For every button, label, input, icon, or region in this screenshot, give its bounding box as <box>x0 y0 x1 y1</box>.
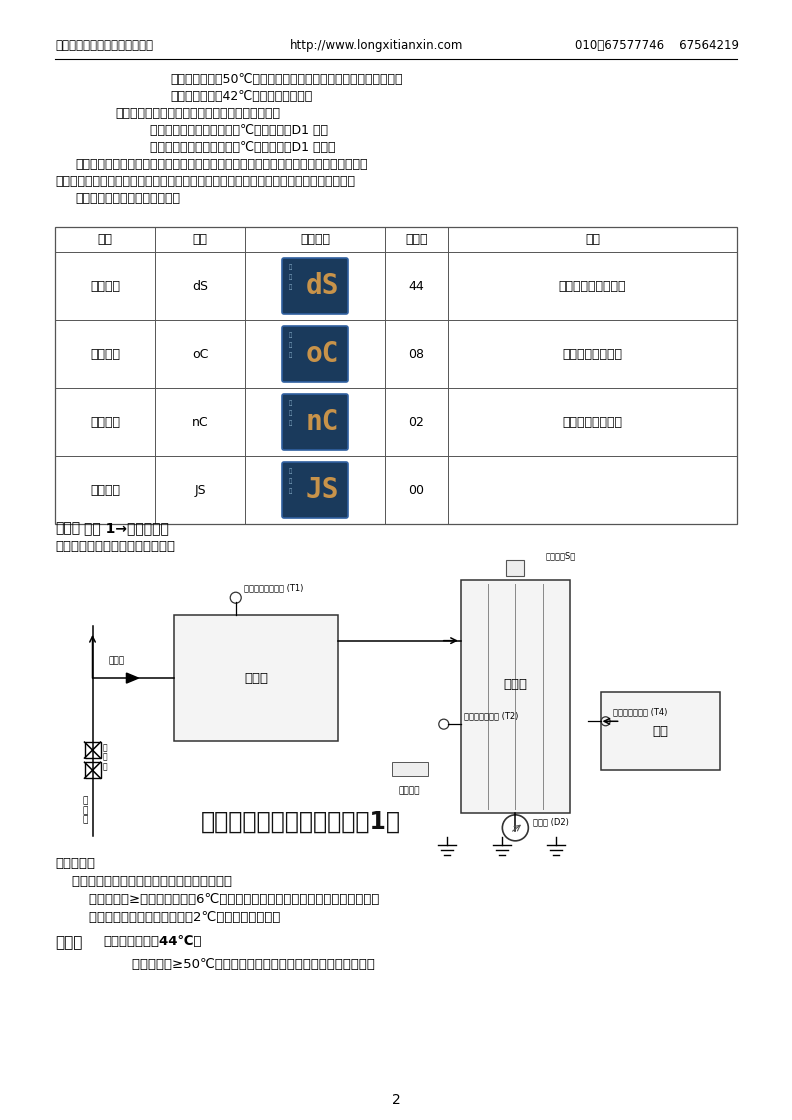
Text: 水箱水温传感器 (T2): 水箱水温传感器 (T2) <box>464 711 518 720</box>
Bar <box>174 615 338 741</box>
Text: nC: nC <box>306 408 339 436</box>
FancyBboxPatch shape <box>282 463 348 519</box>
Text: 热: 热 <box>289 410 292 416</box>
Text: JS: JS <box>306 476 339 504</box>
Text: 集热器: 集热器 <box>244 672 268 684</box>
Text: 热: 热 <box>289 274 292 280</box>
Text: 本模式适合于通过集热器上水的顶水式系统，一般用于管内有水的真空管，优点是集热效: 本模式适合于通过集热器上水的顶水式系统，一般用于管内有水的真空管，优点是集热效 <box>75 158 367 171</box>
Text: oC: oC <box>192 347 208 361</box>
Text: 集热工程应用示意图（模式1）: 集热工程应用示意图（模式1） <box>200 810 401 834</box>
Text: 模式 1→定温放水：: 模式 1→定温放水： <box>84 521 169 535</box>
Text: 集热器温度比热水箱温度高℃时，循环泵D1 打开: 集热器温度比热水箱温度高℃时，循环泵D1 打开 <box>150 124 328 137</box>
Text: 此模式下的集热系统原理图如下：: 此模式下的集热系统原理图如下： <box>55 540 175 553</box>
Text: 代码: 代码 <box>192 233 208 246</box>
Text: 工作过程：: 工作过程： <box>55 857 95 870</box>
Text: 【设定水温】＝44℃，: 【设定水温】＝44℃， <box>103 935 201 948</box>
Text: 水温阀（S）: 水温阀（S） <box>546 551 576 560</box>
Text: 集热器温度高于50℃时，进水阀打开，用冷水将热水顶入热水箱；: 集热器温度高于50℃时，进水阀打开，用冷水将热水顶入热水箱； <box>170 73 402 86</box>
Text: dS: dS <box>306 272 339 300</box>
Text: 说明: 说明 <box>585 233 600 246</box>
Text: 在此模式状态，系统只执行定温放水动作，：: 在此模式状态，系统只执行定温放水动作，： <box>55 875 232 888</box>
Text: 器: 器 <box>289 352 292 357</box>
Text: 集热器温度低于42℃时，进水阀关闭；: 集热器温度低于42℃时，进水阀关闭； <box>170 90 312 103</box>
Bar <box>461 580 570 813</box>
Text: 器: 器 <box>289 420 292 426</box>
Text: 集热系统产水的温度: 集热系统产水的温度 <box>558 280 626 292</box>
Text: 循环泵 (D2): 循环泵 (D2) <box>533 818 569 827</box>
Bar <box>391 763 428 776</box>
Text: 热: 热 <box>289 342 292 347</box>
Text: 集: 集 <box>289 468 292 474</box>
FancyBboxPatch shape <box>282 326 348 382</box>
Text: 设定水温: 设定水温 <box>90 280 120 292</box>
Text: 热水箱水满后进行温差循环，继续提高水箱温度：: 热水箱水满后进行温差循环，继续提高水箱温度： <box>115 108 280 120</box>
Text: 辅助加热: 辅助加热 <box>399 786 421 795</box>
Text: 混
水
阀: 混 水 阀 <box>102 743 107 772</box>
Text: 集热器温度比热水箱温度高℃时，循环泵D1 关闭。: 集热器温度比热水箱温度高℃时，循环泵D1 关闭。 <box>150 141 336 155</box>
Text: 热: 热 <box>289 478 292 484</box>
Text: dS: dS <box>192 280 208 292</box>
Text: 举例：: 举例： <box>55 935 82 950</box>
Text: 集热器温度＜【设定水温】－2℃时，进水阀关闭；: 集热器温度＜【设定水温】－2℃时，进水阀关闭； <box>55 911 280 924</box>
Text: 集热模式: 集热模式 <box>90 484 120 496</box>
Text: http://www.longxitianxin.com: http://www.longxitianxin.com <box>290 39 463 52</box>
Text: oC: oC <box>306 340 339 368</box>
Text: 集热器温度≥50℃时，进水阀打开，用冷水将热水顶入热水箱；: 集热器温度≥50℃时，进水阀打开，用冷水将热水顶入热水箱； <box>115 958 375 971</box>
Text: 热水箱: 热水箱 <box>504 679 527 691</box>
Bar <box>600 692 720 771</box>
Text: 集热器温度传感器 (T1): 集热器温度传感器 (T1) <box>244 584 303 592</box>
Text: nC: nC <box>192 416 208 429</box>
Bar <box>85 743 101 758</box>
Polygon shape <box>127 673 139 683</box>
Text: 单向阀: 单向阀 <box>109 656 124 665</box>
Text: 010－67577746    67564219: 010－67577746 67564219 <box>575 39 739 52</box>
Text: 00: 00 <box>409 484 425 496</box>
Text: 集: 集 <box>289 332 292 337</box>
Bar <box>85 763 101 778</box>
Text: JS: JS <box>194 484 206 496</box>
Text: 2: 2 <box>391 1093 401 1107</box>
Bar <box>55 227 737 524</box>
Text: 显示符号: 显示符号 <box>300 233 330 246</box>
Text: 集热器温度≥【设定水温】＋6℃时，进水阀打开，用冷水将热水顶入热水箱，: 集热器温度≥【设定水温】＋6℃时，进水阀打开，用冷水将热水顶入热水箱， <box>55 893 379 906</box>
Text: 02: 02 <box>409 416 425 429</box>
Text: 器: 器 <box>289 284 292 290</box>
Text: 温差循环启动温度: 温差循环启动温度 <box>562 347 623 361</box>
Text: 用水: 用水 <box>653 725 668 738</box>
Text: 标准模式的主要参数设置参考：: 标准模式的主要参数设置参考： <box>75 192 180 205</box>
Bar <box>506 560 524 577</box>
Text: 08: 08 <box>409 347 425 361</box>
Text: 用水温度传感器 (T4): 用水温度传感器 (T4) <box>612 708 667 717</box>
Text: （二）: （二） <box>55 521 80 535</box>
Text: 集: 集 <box>289 264 292 270</box>
Text: 停止温差: 停止温差 <box>90 416 120 429</box>
Text: 自
来
水: 自 来 水 <box>83 796 88 824</box>
Text: 集: 集 <box>289 400 292 405</box>
Text: 北京龙熙天信科技发展有限公司: 北京龙熙天信科技发展有限公司 <box>55 39 153 52</box>
Text: 温差循环停止温度: 温差循环停止温度 <box>562 416 623 429</box>
Text: 启动温差: 启动温差 <box>90 347 120 361</box>
Text: 44: 44 <box>409 280 425 292</box>
Text: 器: 器 <box>289 488 292 494</box>
Text: 率比较高，尤其是在冬天，因为可以把集热器里温度较低的水也收集到水箱，提高产水量。: 率比较高，尤其是在冬天，因为可以把集热器里温度较低的水也收集到水箱，提高产水量。 <box>55 175 355 188</box>
Text: 设定值: 设定值 <box>406 233 428 246</box>
FancyBboxPatch shape <box>282 394 348 450</box>
FancyBboxPatch shape <box>282 258 348 314</box>
Text: 参数: 参数 <box>97 233 112 246</box>
